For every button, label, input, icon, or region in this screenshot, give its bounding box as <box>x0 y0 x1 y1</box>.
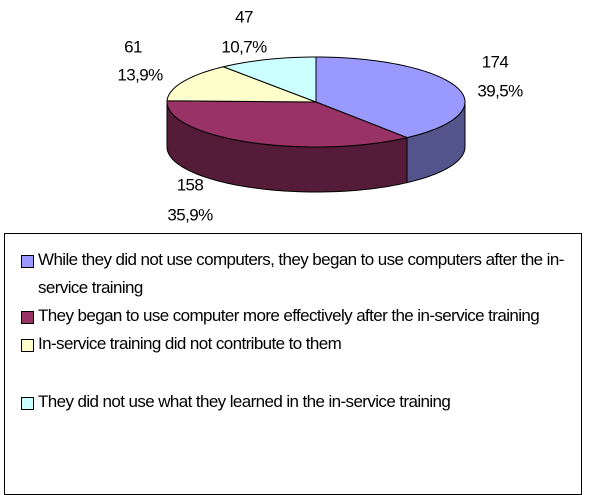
legend-swatch <box>21 311 34 324</box>
slice <box>166 66 317 103</box>
data-label: 61 <box>124 37 142 56</box>
slice <box>315 56 466 139</box>
data-label: 158 <box>177 175 204 194</box>
legend-label: While they did not use computers, they b… <box>38 250 564 297</box>
legend: While they did not use computers, they b… <box>4 233 582 495</box>
slice <box>166 100 409 148</box>
legend-label: They did not use what they learned in th… <box>38 392 451 411</box>
legend-swatch <box>21 339 34 352</box>
slice <box>221 56 317 103</box>
percentage-label: 35,9% <box>167 205 213 224</box>
percentage-label: 39,5% <box>477 81 523 100</box>
percentage-label: 13,9% <box>117 65 163 84</box>
data-label: 174 <box>482 52 509 71</box>
legend-swatch <box>21 397 34 410</box>
legend-entry: They began to use computer more effectiv… <box>21 302 581 330</box>
legend-entry: They did not use what they learned in th… <box>21 388 581 416</box>
legend-swatch <box>21 255 34 268</box>
percentage-label: 10,7% <box>221 37 267 56</box>
data-label: 47 <box>235 7 253 26</box>
legend-label: They began to use computer more effectiv… <box>38 306 540 325</box>
legend-label: In-service training did not contribute t… <box>38 334 342 353</box>
legend-entry: In-service training did not contribute t… <box>21 330 581 358</box>
pie-chart: 174 39,5% 158 35,9% 61 13,9% 47 10,7% <box>117 7 523 224</box>
legend-entry: While they did not use computers, they b… <box>21 246 581 302</box>
